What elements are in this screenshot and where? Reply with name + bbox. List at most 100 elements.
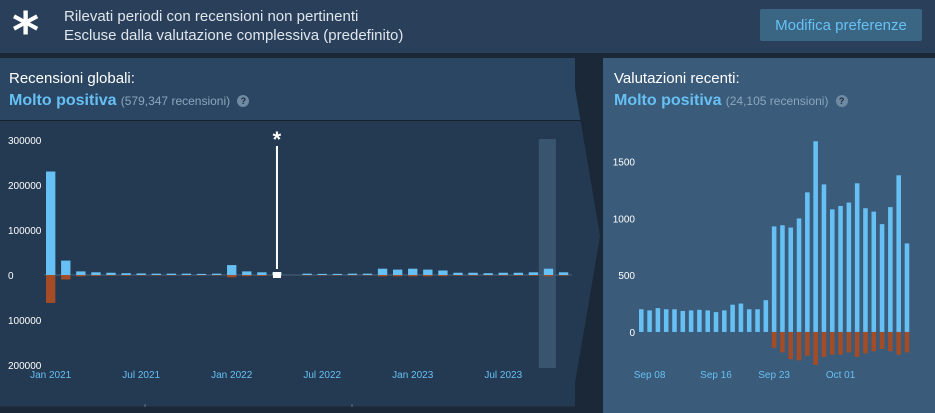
positive-bar [746, 309, 752, 332]
positive-bar [871, 211, 877, 332]
y-tick-label: 300000 [8, 136, 42, 147]
positive-bar [813, 141, 818, 332]
positive-bar [838, 205, 843, 332]
positive-bar [788, 227, 794, 332]
negative-bar [106, 275, 116, 276]
positive-bar [317, 273, 327, 275]
positive-bar [672, 309, 677, 332]
positive-bar [663, 309, 669, 332]
negative-bar [829, 331, 835, 355]
positive-bar [91, 272, 101, 275]
positive-bar [151, 273, 161, 275]
x-tick-label: Sep 08 [634, 370, 666, 381]
positive-bar [730, 304, 735, 332]
annotation-marker [272, 272, 281, 278]
negative-bar [423, 275, 433, 277]
positive-bar [655, 308, 661, 332]
positive-bar [888, 207, 893, 332]
positive-bar [438, 270, 448, 275]
positive-bar [755, 309, 760, 332]
positive-bar [377, 268, 388, 275]
positive-bar [136, 273, 146, 275]
positive-bar [647, 310, 652, 332]
y-tick-label: 1000 [613, 214, 636, 225]
positive-bar [543, 268, 554, 275]
positive-bar [362, 273, 373, 275]
negative-bar [821, 331, 827, 357]
positive-bar [257, 272, 267, 275]
positive-bar [713, 312, 719, 332]
positive-bar [904, 243, 910, 332]
positive-bar [227, 265, 237, 275]
positive-bar [705, 310, 710, 332]
negative-bar [468, 275, 478, 276]
positive-bar [697, 309, 702, 332]
banner-message: Rilevati periodi con recensioni non pert… [64, 8, 359, 25]
positive-bar [688, 310, 694, 332]
positive-bar [896, 175, 901, 332]
positive-bar [121, 273, 131, 275]
negative-bar [257, 275, 267, 276]
overall-reviews-histogram[interactable]: 300000 200000 100000 0 100000 200000 * Jan 2021… [0, 120, 600, 413]
positive-bar [423, 269, 433, 275]
negative-bar [558, 275, 569, 276]
recent-reviews-panel: Valutazioni recenti: Molto positiva (24,… [603, 58, 935, 413]
x-tick-label: Jul 2023 [484, 370, 522, 381]
positive-bar [332, 273, 342, 275]
negative-bar [392, 275, 403, 277]
negative-bar [242, 275, 252, 277]
recent-reviews-label: Valutazioni recenti: [614, 70, 740, 87]
positive-bar [196, 273, 207, 275]
negative-bar [498, 275, 508, 276]
positive-bar [863, 208, 868, 332]
negative-bar [805, 331, 810, 356]
notice-banner: * Rilevati periodi con recensioni non pe… [0, 0, 935, 58]
recent-reviews-histogram[interactable]: 1500 1000 500 0 Sep 08 Sep 16 Sep 23 Oct 01 [603, 121, 935, 413]
positive-bar [829, 209, 835, 332]
positive-bar [242, 271, 252, 275]
positive-bar [513, 272, 524, 275]
negative-bar [136, 275, 146, 276]
negative-bar [46, 275, 56, 303]
positive-bar [166, 273, 177, 275]
edit-preferences-button[interactable]: Modifica preferenze [760, 9, 922, 41]
positive-bar [722, 310, 727, 332]
y-tick-label: 200000 [8, 181, 42, 192]
negative-bar [438, 275, 448, 277]
y-tick-label: 100000 [8, 226, 42, 237]
positive-bar [211, 273, 222, 275]
positive-bar [680, 310, 686, 332]
negative-bar [879, 331, 885, 349]
overall-rating[interactable]: Molto positiva [9, 92, 117, 109]
positive-bar [821, 184, 827, 332]
positive-bar [302, 273, 312, 275]
x-tick-label: Jul 2022 [303, 370, 341, 381]
negative-bar [483, 275, 493, 276]
negative-bar [91, 275, 101, 276]
y-tick-label: 200000 [8, 361, 42, 372]
positive-bar [805, 192, 810, 332]
x-tick-label: Sep 16 [700, 370, 732, 381]
y-tick-label: 0 [8, 271, 14, 282]
overall-reviews-label: Recensioni globali: [9, 70, 135, 87]
y-tick-label: 0 [629, 328, 635, 339]
negative-bar [846, 331, 852, 353]
overall-rating-summary: Molto positiva (579,347 recensioni) ? [9, 92, 250, 110]
x-tick-label: Jul 2021 [122, 370, 160, 381]
positive-bar [483, 273, 493, 275]
positive-bar [854, 183, 860, 332]
positive-bar [347, 273, 358, 275]
recent-rating[interactable]: Molto positiva [614, 92, 722, 109]
positive-bar [738, 303, 744, 332]
negative-bar [888, 331, 893, 352]
positive-bar [453, 272, 463, 275]
negative-bar [408, 275, 418, 277]
help-icon[interactable]: ? [237, 95, 250, 107]
negative-bar [788, 331, 794, 360]
recent-review-count: (24,105 recensioni) [725, 94, 829, 108]
positive-bar [61, 260, 71, 275]
positive-bar [498, 272, 508, 275]
negative-bar [771, 331, 777, 348]
help-icon[interactable]: ? [835, 95, 848, 107]
positive-bar [528, 272, 539, 275]
